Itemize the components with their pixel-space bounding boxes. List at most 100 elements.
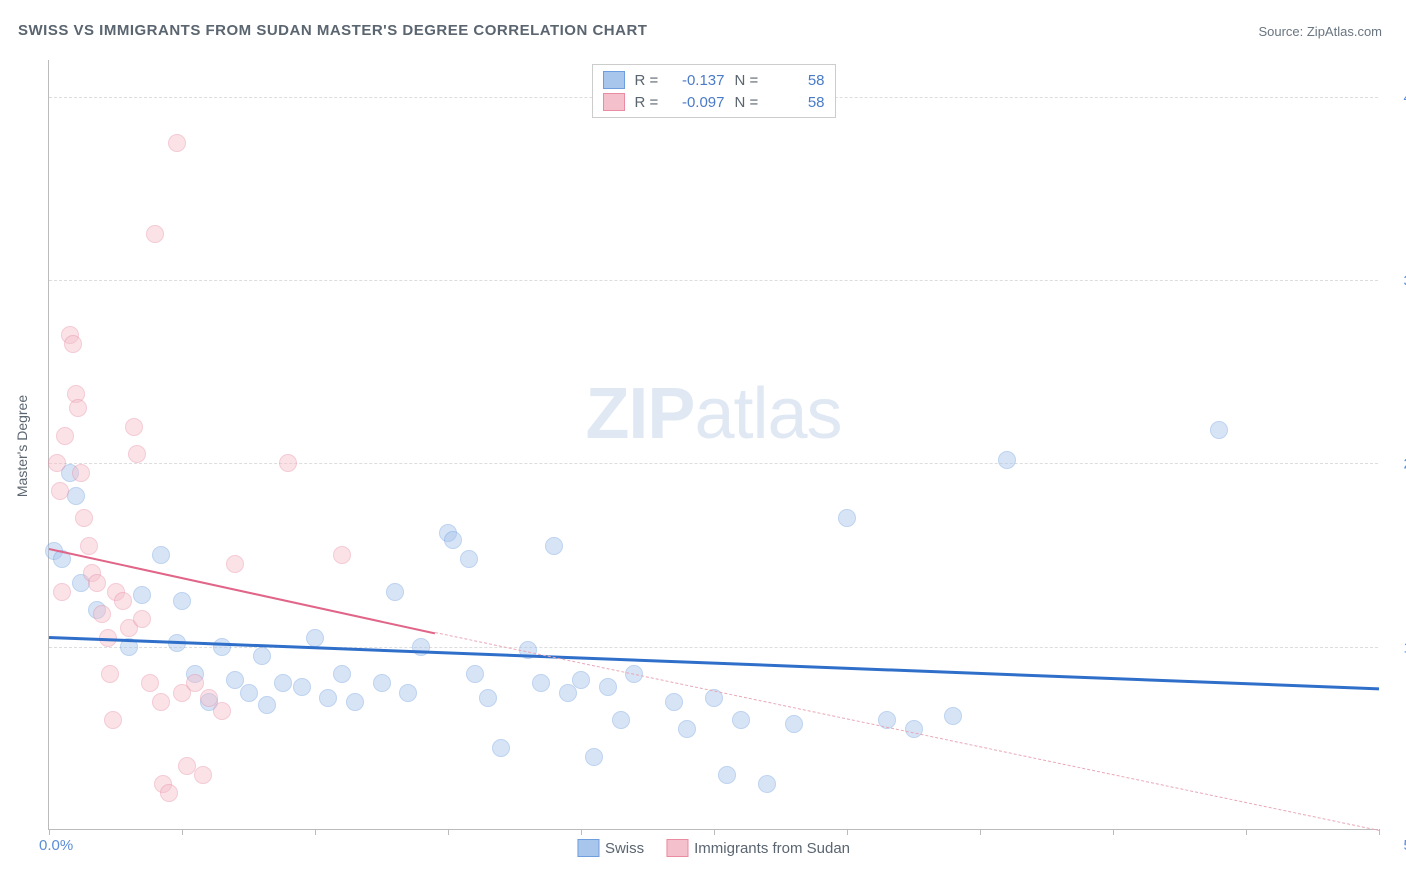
data-point bbox=[532, 674, 550, 692]
data-point bbox=[125, 418, 143, 436]
data-point bbox=[444, 531, 462, 549]
data-point bbox=[160, 784, 178, 802]
data-point bbox=[133, 586, 151, 604]
watermark: ZIPatlas bbox=[585, 373, 841, 455]
data-point bbox=[718, 766, 736, 784]
y-tick-label: 40.0% bbox=[1386, 89, 1406, 106]
data-point bbox=[612, 711, 630, 729]
gridline: 10.0% bbox=[49, 647, 1378, 648]
data-point bbox=[141, 674, 159, 692]
data-point bbox=[173, 592, 191, 610]
correlation-legend: R = -0.137 N = 58 R = -0.097 N = 58 bbox=[592, 64, 836, 118]
data-point bbox=[253, 647, 271, 665]
x-tick bbox=[448, 829, 449, 835]
data-point bbox=[258, 696, 276, 714]
x-tick bbox=[1113, 829, 1114, 835]
data-point bbox=[545, 537, 563, 555]
data-point bbox=[104, 711, 122, 729]
data-point bbox=[785, 715, 803, 733]
data-point bbox=[152, 546, 170, 564]
data-point bbox=[101, 665, 119, 683]
data-point bbox=[479, 689, 497, 707]
chart-source: Source: ZipAtlas.com bbox=[1258, 24, 1382, 39]
data-point bbox=[732, 711, 750, 729]
data-point bbox=[319, 689, 337, 707]
gridline: 20.0% bbox=[49, 463, 1378, 464]
data-point bbox=[460, 550, 478, 568]
data-point bbox=[53, 583, 71, 601]
x-min-label: 0.0% bbox=[39, 837, 73, 854]
data-point bbox=[599, 678, 617, 696]
data-point bbox=[998, 451, 1016, 469]
n-label: N = bbox=[735, 94, 763, 111]
data-point bbox=[306, 629, 324, 647]
data-point bbox=[386, 583, 404, 601]
x-tick bbox=[182, 829, 183, 835]
r-value-swiss: -0.137 bbox=[673, 72, 725, 89]
data-point bbox=[213, 702, 231, 720]
data-point bbox=[69, 399, 87, 417]
swatch-sudan-bottom bbox=[666, 839, 688, 857]
legend-label-sudan: Immigrants from Sudan bbox=[694, 840, 850, 857]
data-point bbox=[114, 592, 132, 610]
data-point bbox=[88, 574, 106, 592]
chart-plot-area: ZIPatlas 10.0%20.0%30.0%40.0% R = -0.137… bbox=[48, 60, 1378, 830]
data-point bbox=[572, 671, 590, 689]
data-point bbox=[373, 674, 391, 692]
trend-line bbox=[49, 636, 1379, 690]
x-tick bbox=[847, 829, 848, 835]
data-point bbox=[67, 487, 85, 505]
swatch-sudan bbox=[603, 93, 625, 111]
data-point bbox=[146, 225, 164, 243]
data-point bbox=[274, 674, 292, 692]
data-point bbox=[333, 546, 351, 564]
legend-label-swiss: Swiss bbox=[605, 840, 644, 857]
data-point bbox=[665, 693, 683, 711]
data-point bbox=[64, 335, 82, 353]
y-tick-label: 20.0% bbox=[1386, 456, 1406, 473]
data-point bbox=[48, 454, 66, 472]
x-tick bbox=[581, 829, 582, 835]
data-point bbox=[678, 720, 696, 738]
data-point bbox=[944, 707, 962, 725]
legend-row-swiss: R = -0.137 N = 58 bbox=[603, 69, 825, 91]
swatch-swiss bbox=[603, 71, 625, 89]
y-tick-label: 10.0% bbox=[1386, 639, 1406, 656]
data-point bbox=[51, 482, 69, 500]
data-point bbox=[240, 684, 258, 702]
data-point bbox=[93, 605, 111, 623]
data-point bbox=[56, 427, 74, 445]
data-point bbox=[133, 610, 151, 628]
x-tick bbox=[980, 829, 981, 835]
data-point bbox=[186, 674, 204, 692]
x-tick bbox=[315, 829, 316, 835]
y-tick-label: 30.0% bbox=[1386, 273, 1406, 290]
data-point bbox=[168, 134, 186, 152]
n-label: N = bbox=[735, 72, 763, 89]
data-point bbox=[346, 693, 364, 711]
data-point bbox=[152, 693, 170, 711]
data-point bbox=[492, 739, 510, 757]
r-value-sudan: -0.097 bbox=[673, 94, 725, 111]
r-label: R = bbox=[635, 94, 663, 111]
data-point bbox=[333, 665, 351, 683]
data-point bbox=[758, 775, 776, 793]
data-point bbox=[585, 748, 603, 766]
data-point bbox=[72, 464, 90, 482]
data-point bbox=[128, 445, 146, 463]
data-point bbox=[399, 684, 417, 702]
series-legend: Swiss Immigrants from Sudan bbox=[577, 839, 850, 857]
chart-title: SWISS VS IMMIGRANTS FROM SUDAN MASTER'S … bbox=[18, 22, 647, 39]
data-point bbox=[1210, 421, 1228, 439]
data-point bbox=[226, 555, 244, 573]
data-point bbox=[293, 678, 311, 696]
swatch-swiss-bottom bbox=[577, 839, 599, 857]
data-point bbox=[279, 454, 297, 472]
data-point bbox=[194, 766, 212, 784]
x-tick bbox=[49, 829, 50, 835]
legend-item-swiss: Swiss bbox=[577, 839, 644, 857]
data-point bbox=[838, 509, 856, 527]
data-point bbox=[905, 720, 923, 738]
data-point bbox=[80, 537, 98, 555]
legend-item-sudan: Immigrants from Sudan bbox=[666, 839, 850, 857]
